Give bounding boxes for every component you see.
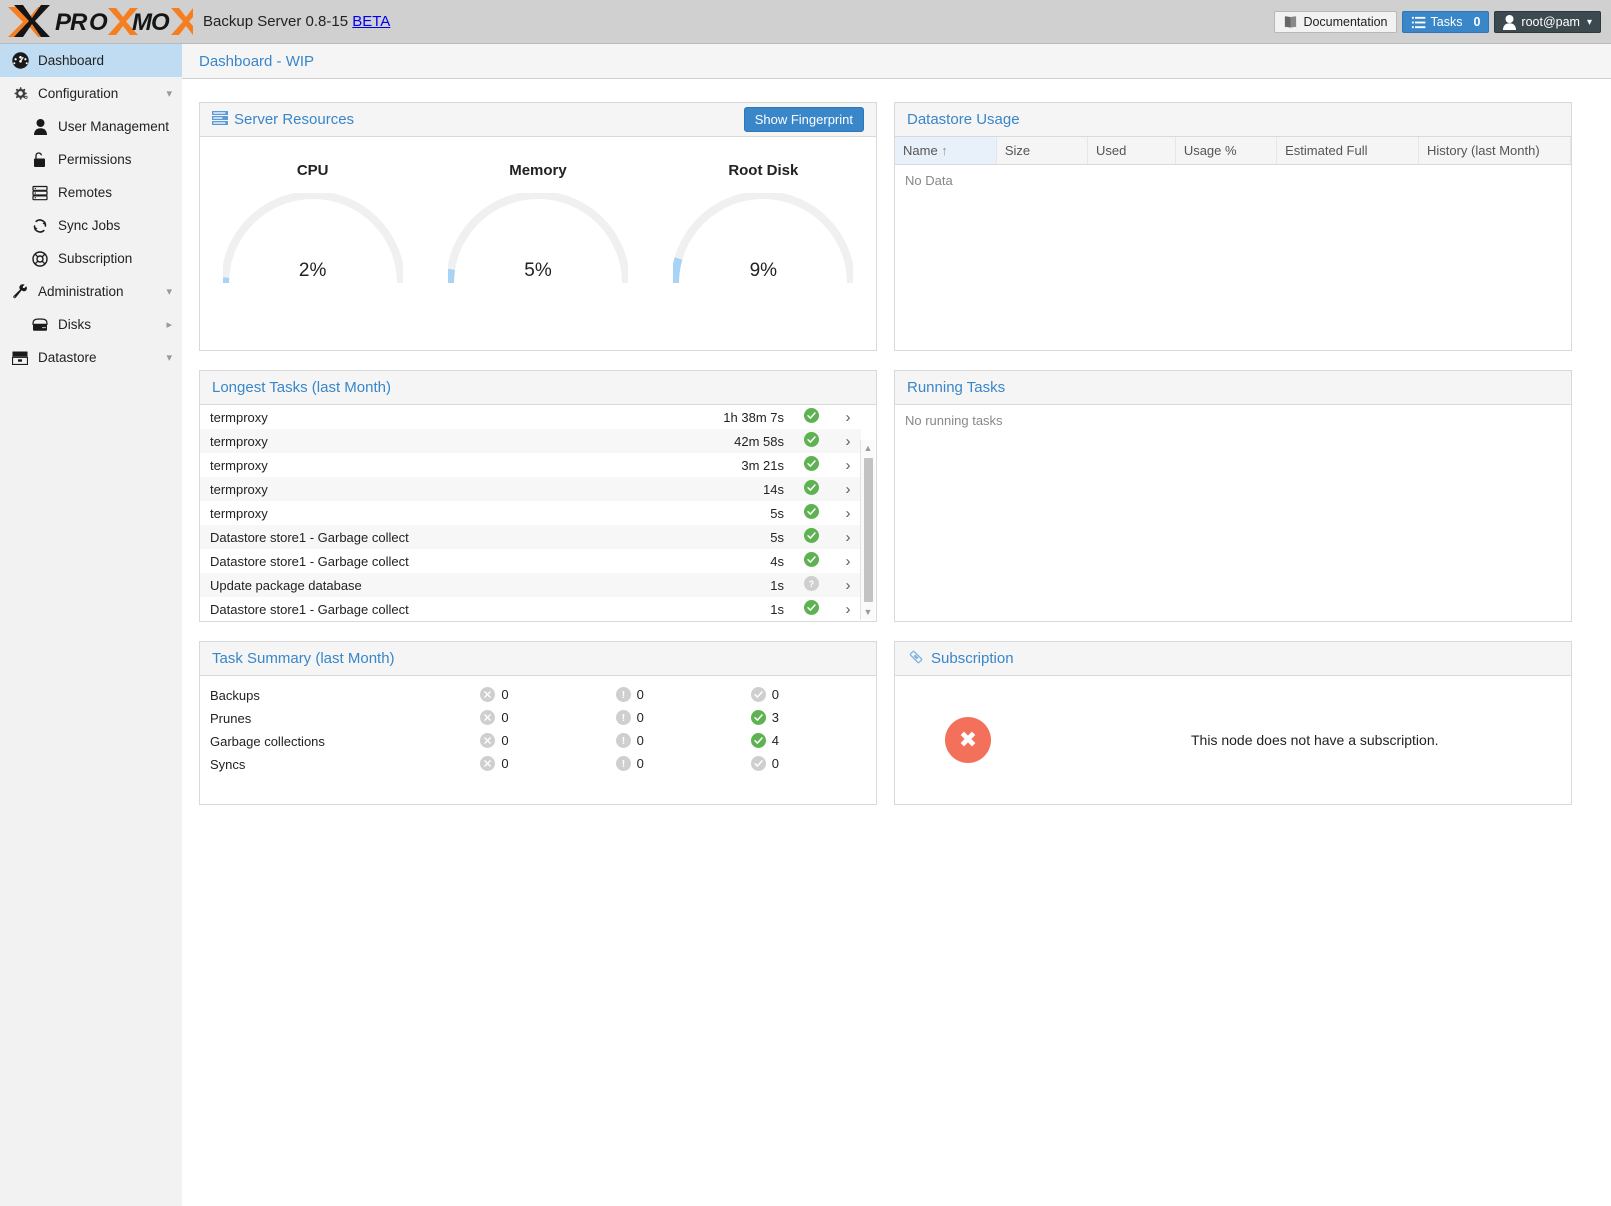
svg-text:!: ! (621, 735, 624, 746)
svg-text:PR: PR (55, 9, 88, 36)
svg-text:!: ! (621, 758, 624, 769)
svg-text:!: ! (621, 712, 624, 723)
svg-text:MO: MO (132, 9, 170, 36)
svg-text:O: O (89, 9, 108, 36)
svg-text:?: ? (809, 579, 814, 589)
svg-text:!: ! (621, 689, 624, 700)
